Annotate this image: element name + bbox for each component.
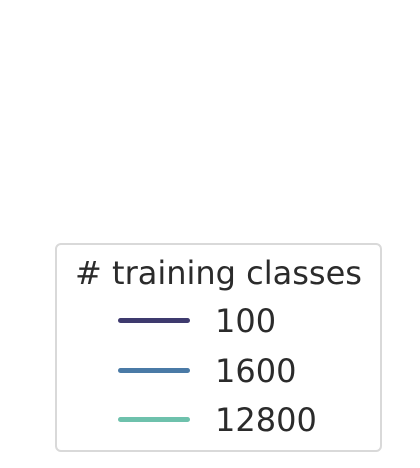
legend-swatch-100 xyxy=(118,318,190,323)
legend-label-100: 100 xyxy=(215,302,277,340)
legend-title: # training classes xyxy=(75,254,362,292)
legend-swatch-1600 xyxy=(118,368,190,373)
legend-entry-1600: 1600 xyxy=(57,351,380,391)
legend-entry-12800: 12800 xyxy=(57,400,380,440)
legend-entry-100: 100 xyxy=(57,301,380,341)
chart-legend: # training classes 100 1600 12800 xyxy=(55,243,382,452)
legend-label-12800: 12800 xyxy=(215,401,317,439)
legend-swatch-12800 xyxy=(118,417,190,422)
legend-label-1600: 1600 xyxy=(215,352,297,390)
